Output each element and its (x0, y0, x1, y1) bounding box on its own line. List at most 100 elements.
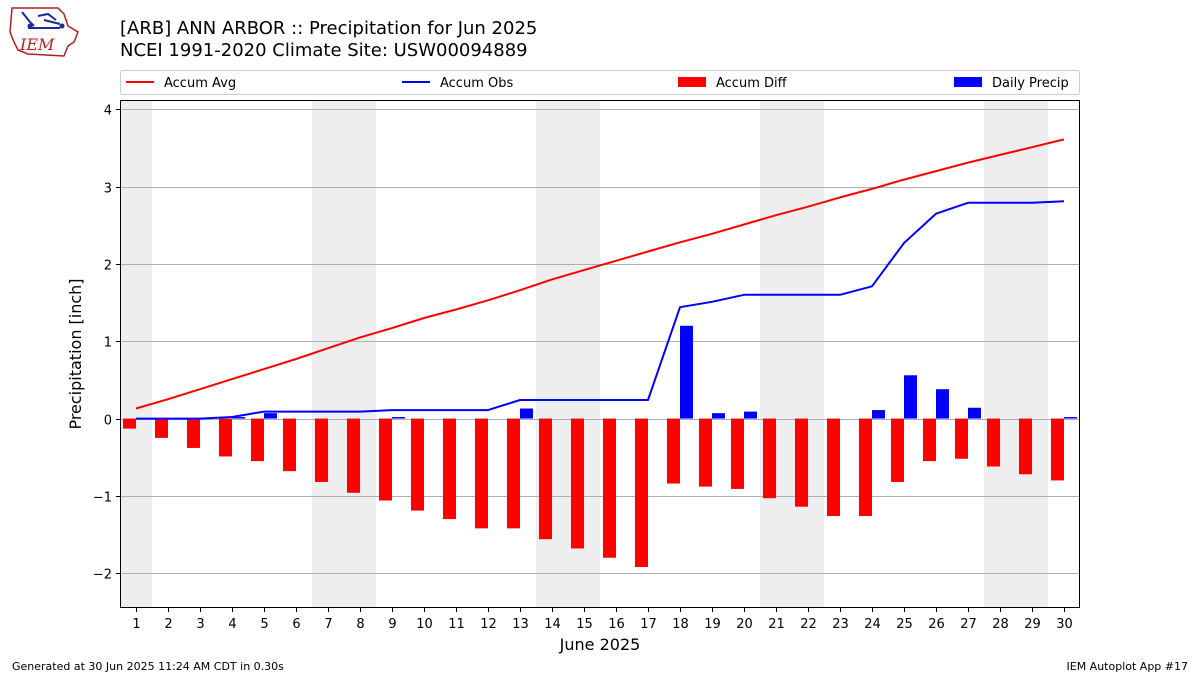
footer-generated: Generated at 30 Jun 2025 11:24 AM CDT in… (12, 660, 284, 673)
daily-precip-bar (936, 389, 949, 419)
legend: Accum Avg Accum Obs Accum Diff Daily Precip (120, 70, 1080, 95)
weekend-shade-day-7 (312, 100, 344, 608)
x-tick-label: 30 (1056, 617, 1073, 632)
x-tick-label: 24 (864, 617, 881, 632)
x-tick-label: 14 (544, 617, 561, 632)
x-tick-label: 13 (512, 617, 529, 632)
x-tick-label: 29 (1024, 617, 1041, 632)
chart-subtitle: NCEI 1991-2020 Climate Site: USW00094889 (120, 40, 528, 61)
accum-diff-bar (1019, 418, 1032, 475)
accum-diff-bar (731, 418, 744, 489)
x-tick-label: 6 (292, 617, 300, 632)
x-tick-label: 3 (196, 617, 204, 632)
x-tick-label: 5 (260, 617, 268, 632)
accum-avg-line (135, 138, 1065, 410)
accum-diff-bar (571, 418, 584, 549)
accum-diff-bar (283, 418, 296, 472)
accum-diff-bar (379, 418, 392, 501)
accum-diff-bar (219, 418, 232, 457)
y-axis: 4 3 2 1 0 −1 −2 (93, 104, 120, 583)
x-tick-label: 7 (324, 617, 332, 632)
x-tick-label: 1 (132, 617, 140, 632)
accum-diff-bar (539, 418, 552, 540)
daily-precip-bar (680, 325, 693, 419)
daily-precip-bar (392, 417, 405, 419)
accum-diff-bar (987, 418, 1000, 467)
accum-obs-line (136, 200, 1065, 420)
y-tick-label: −1 (93, 491, 112, 506)
weekend-shade-day-22 (792, 100, 824, 608)
daily-precip-bar (904, 375, 917, 419)
y-tick-label: 1 (104, 336, 112, 351)
weekend-shade-day-8 (344, 100, 376, 608)
legend-label-accum-avg: Accum Avg (164, 76, 236, 91)
x-tick-label: 23 (832, 617, 849, 632)
accum-diff-bar (507, 418, 520, 529)
daily-precip-bar (232, 417, 245, 419)
legend-label-accum-obs: Accum Obs (440, 76, 513, 91)
accum-diff-bar (411, 418, 424, 511)
x-axis-label: June 2025 (559, 635, 641, 654)
accum-diff-bar (1051, 418, 1064, 481)
x-axis: 1 2 3 4 5 6 7 8 9 10 11 12 13 14 15 16 17 18 19 20 21 22 23 24 2… (132, 608, 1073, 632)
accum-diff-bar (667, 418, 680, 484)
accum-diff-bar (155, 418, 168, 438)
daily-precip-bar (968, 407, 981, 419)
daily-precip-bar (744, 411, 757, 419)
series-lines (135, 138, 1065, 420)
x-tick-label: 19 (704, 617, 721, 632)
y-tick-label: 3 (104, 182, 112, 197)
x-tick-label: 12 (480, 617, 497, 632)
x-tick-label: 11 (448, 617, 465, 632)
x-tick-label: 4 (228, 617, 236, 632)
weekend-shade-day-21 (760, 100, 792, 608)
weekend-shade-day-28 (984, 100, 1016, 608)
x-tick-label: 8 (356, 617, 364, 632)
daily-precip-bar (872, 410, 885, 419)
legend-swatch-daily-precip (954, 77, 982, 87)
x-tick-label: 27 (960, 617, 977, 632)
legend-box (120, 70, 1080, 95)
x-tick-label: 18 (672, 617, 689, 632)
accum-diff-bar (795, 418, 808, 507)
accum-diff-bar (347, 418, 360, 493)
x-tick-label: 25 (896, 617, 913, 632)
y-tick-label: 4 (104, 104, 112, 119)
x-tick-label: 9 (388, 617, 396, 632)
accum-diff-bar (891, 418, 904, 482)
footer-app: IEM Autoplot App #17 (1066, 660, 1189, 673)
plot-frame (120, 100, 1080, 608)
legend-label-daily-precip: Daily Precip (992, 76, 1069, 91)
accum-diff-bar (763, 418, 776, 499)
accum-diff-bar (635, 418, 648, 568)
y-tick-label: −2 (93, 568, 112, 583)
legend-label-accum-diff: Accum Diff (716, 76, 788, 91)
x-tick-label: 26 (928, 617, 945, 632)
accum-diff-bar (123, 418, 136, 429)
accum-diff-bar (315, 418, 328, 482)
x-tick-label: 22 (800, 617, 817, 632)
x-tick-label: 16 (608, 617, 625, 632)
x-tick-label: 17 (640, 617, 657, 632)
iem-logo: IEM (9, 7, 79, 57)
accum-diff-bar (187, 418, 200, 448)
daily-precip-bar (264, 413, 277, 419)
accum-diff-bar (699, 418, 712, 487)
y-tick-label: 2 (104, 259, 112, 274)
accum-diff-bar (923, 418, 936, 462)
x-tick-label: 20 (736, 617, 753, 632)
daily-precip-bar (1064, 417, 1077, 419)
x-tick-label: 2 (164, 617, 172, 632)
accum-diff-bar (251, 418, 264, 462)
x-tick-label: 10 (416, 617, 433, 632)
daily-precip-bar (520, 408, 533, 419)
x-tick-label: 15 (576, 617, 593, 632)
y-tick-label: 0 (104, 414, 112, 429)
logo-text: IEM (19, 35, 55, 54)
y-axis-label: Precipitation [inch] (66, 278, 85, 429)
weekend-shade-day-1 (120, 100, 152, 608)
accum-diff-bar (603, 418, 616, 558)
accum-diff-bar (827, 418, 840, 516)
accum-diff-bar (859, 418, 872, 516)
